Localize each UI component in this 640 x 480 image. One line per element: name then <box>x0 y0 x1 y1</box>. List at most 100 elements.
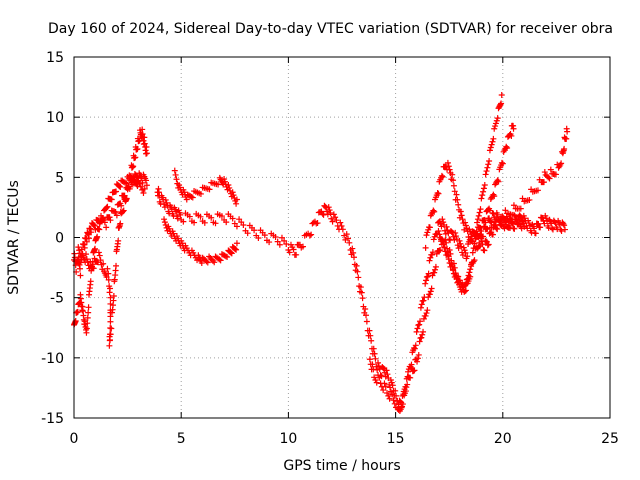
data-point <box>429 251 436 258</box>
data-point <box>520 219 527 226</box>
y-tick-label: -10 <box>41 351 64 367</box>
data-point <box>343 231 350 238</box>
y-tick-label: 5 <box>55 170 64 186</box>
data-point <box>375 359 382 366</box>
data-point <box>521 223 528 230</box>
data-point <box>222 253 229 260</box>
data-point <box>104 265 111 272</box>
data-point <box>274 238 281 245</box>
data-point <box>500 217 507 224</box>
data-point <box>480 185 487 192</box>
data-point <box>480 188 487 195</box>
data-point <box>91 255 98 262</box>
y-tick-label: 15 <box>46 50 64 66</box>
data-point <box>484 242 491 249</box>
x-axis-ticks: 0 5 10 15 20 25 <box>70 57 619 447</box>
data-point <box>143 144 150 151</box>
data-point <box>116 183 123 190</box>
data-point <box>422 280 429 287</box>
data-point <box>534 187 541 194</box>
data-point <box>560 220 567 227</box>
data-point <box>233 246 240 253</box>
data-point <box>223 219 230 226</box>
data-point <box>78 246 85 253</box>
data-point <box>547 166 554 173</box>
data-point <box>110 292 117 299</box>
data-point <box>278 234 285 241</box>
data-point <box>509 220 516 227</box>
data-point <box>541 169 548 176</box>
data-point <box>91 222 98 229</box>
data-point <box>137 183 144 190</box>
data-point <box>453 273 460 280</box>
data-point <box>77 265 84 272</box>
data-point <box>420 297 427 304</box>
data-point <box>88 229 95 236</box>
data-point <box>84 320 91 327</box>
data-point <box>392 387 399 394</box>
data-point <box>549 225 556 232</box>
data-point <box>367 332 374 339</box>
data-point <box>255 234 262 241</box>
data-point <box>286 249 293 256</box>
data-point <box>296 241 303 248</box>
series-trace-h <box>422 122 517 251</box>
data-point <box>308 231 315 238</box>
data-point <box>404 381 411 388</box>
data-point <box>385 392 392 399</box>
data-point <box>419 331 426 338</box>
data-point <box>350 249 357 256</box>
data-point <box>204 259 211 266</box>
data-point <box>429 249 436 256</box>
data-point <box>469 249 476 256</box>
data-point <box>163 199 170 206</box>
data-point <box>120 207 127 214</box>
data-point <box>416 321 423 328</box>
data-point <box>468 263 475 270</box>
data-point <box>319 210 326 217</box>
data-point <box>87 258 94 265</box>
data-point <box>100 215 107 222</box>
data-point <box>452 270 459 277</box>
data-point <box>251 227 258 234</box>
data-point <box>431 208 438 215</box>
data-point <box>440 219 447 226</box>
data-point <box>426 291 433 298</box>
data-point <box>492 120 499 127</box>
data-point <box>104 203 111 210</box>
data-point <box>546 175 553 182</box>
data-point <box>162 196 169 203</box>
data-point <box>134 145 141 152</box>
data-point <box>99 216 106 223</box>
data-point <box>233 196 240 203</box>
data-point <box>143 182 150 189</box>
x-tick-label: 20 <box>494 431 512 447</box>
data-point <box>370 345 377 352</box>
data-point <box>417 304 424 311</box>
data-point <box>499 160 506 167</box>
data-point <box>466 269 473 276</box>
data-point <box>218 213 225 220</box>
data-point <box>83 238 90 245</box>
data-point <box>561 226 568 233</box>
data-point <box>497 101 504 108</box>
data-point <box>139 179 146 186</box>
data-point <box>233 223 240 230</box>
data-point <box>203 258 210 265</box>
data-point <box>492 123 499 130</box>
data-point <box>233 200 240 207</box>
data-point <box>467 266 474 273</box>
data-point <box>504 144 511 151</box>
data-point <box>366 356 373 363</box>
data-point <box>346 239 353 246</box>
data-point <box>427 288 434 295</box>
data-point <box>475 212 482 219</box>
data-point <box>425 270 432 277</box>
data-point <box>444 227 451 234</box>
data-point <box>108 309 115 316</box>
data-point <box>484 164 491 171</box>
data-point <box>135 177 142 184</box>
data-point <box>551 218 558 225</box>
data-point <box>488 219 495 226</box>
data-point <box>95 249 102 256</box>
